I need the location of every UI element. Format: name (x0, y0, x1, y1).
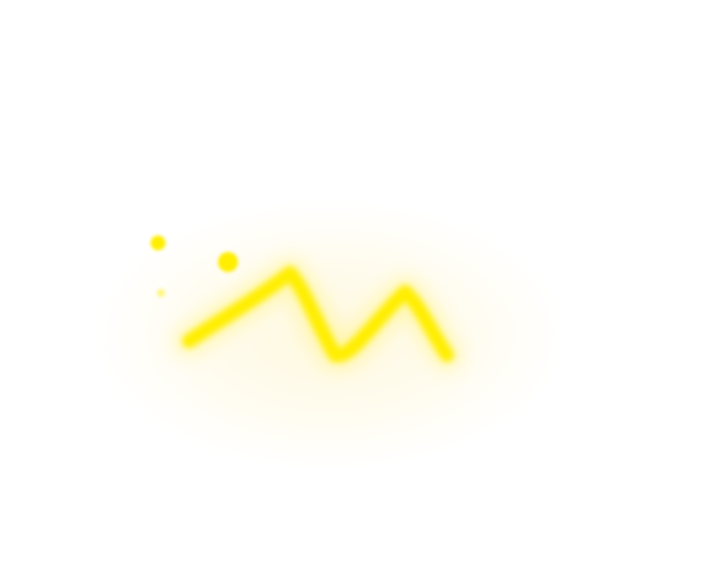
spark-dot-medium (150, 235, 166, 251)
squiggle-stroke (182, 266, 454, 363)
spark-dot-large (218, 252, 238, 272)
spark-dot-small (157, 289, 165, 297)
